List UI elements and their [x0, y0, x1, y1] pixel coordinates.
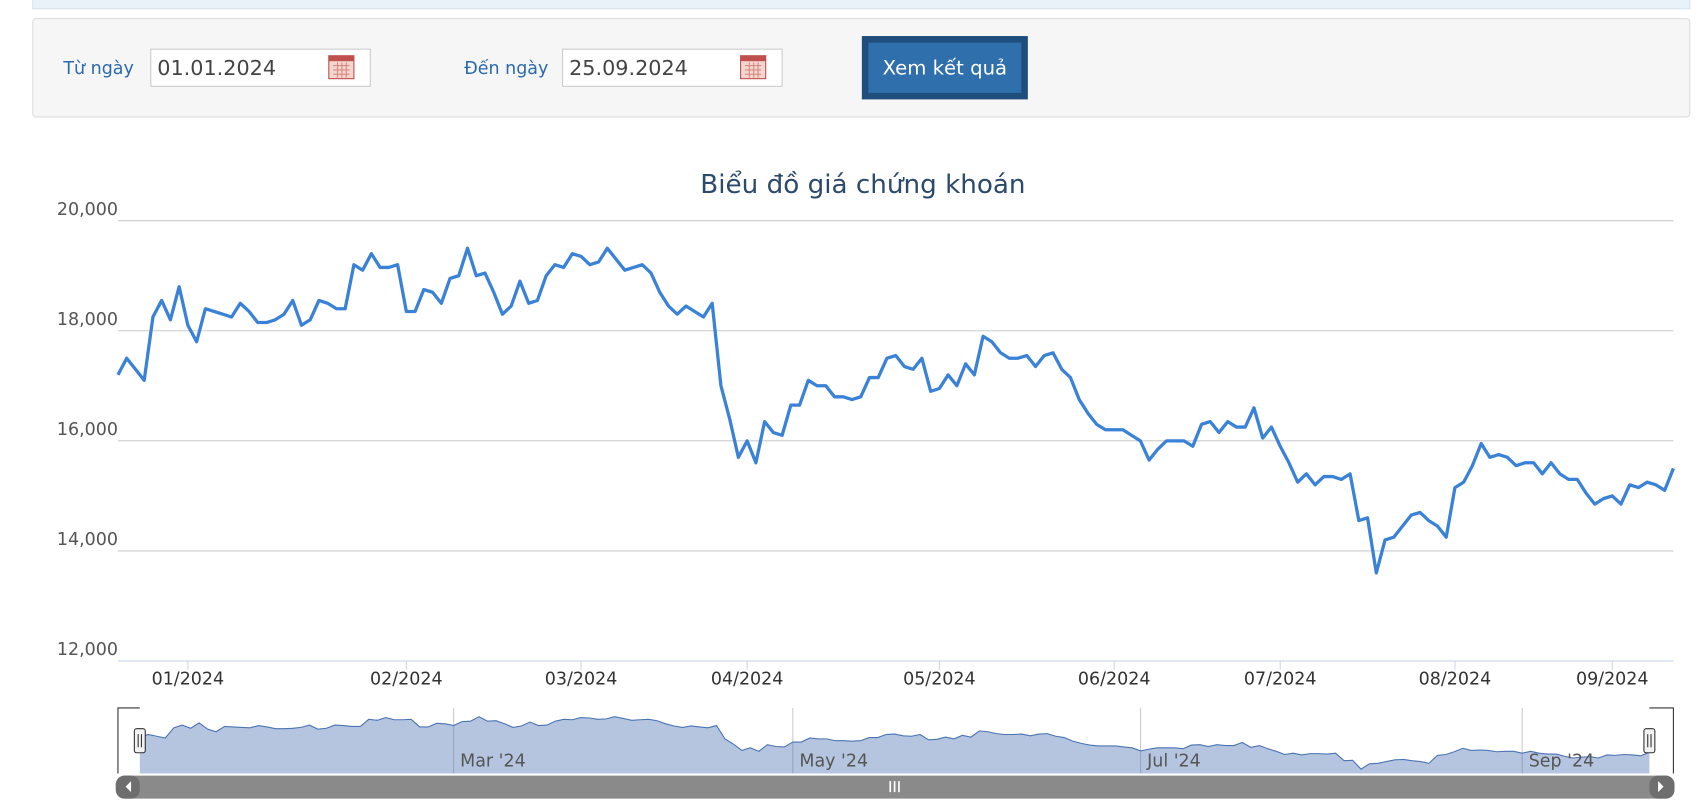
y-tick-label: 18,000 — [57, 310, 118, 330]
navigator-area — [139, 716, 1650, 774]
navigator-label: Mar '24 — [460, 751, 526, 771]
navigator-handle[interactable] — [133, 728, 146, 754]
calendar-icon[interactable] — [328, 55, 355, 80]
to-value: 25.09.2024 — [569, 56, 688, 80]
navigator-line — [139, 716, 1650, 770]
top-strip — [32, 0, 1691, 10]
navigator-label: Sep '24 — [1529, 751, 1595, 771]
y-tick-label: 16,000 — [57, 420, 118, 440]
x-tick-label: 03/2024 — [545, 670, 618, 690]
handle-grip — [137, 734, 142, 748]
x-tick-label: 04/2024 — [711, 670, 784, 690]
to-label: Đến ngày — [464, 58, 548, 79]
x-tick-label: 07/2024 — [1244, 670, 1317, 690]
navigator-frame — [117, 707, 1674, 774]
calendar-icon[interactable] — [740, 55, 767, 80]
submit-button-face — [868, 42, 1022, 93]
navigator-label: May '24 — [799, 751, 868, 771]
price-line — [116, 246, 1675, 575]
navigator-handle[interactable] — [1643, 728, 1656, 754]
navigator-label: Jul '24 — [1146, 751, 1201, 771]
navigator: Mar '24 May '24 Jul '24 Sep '24 — [117, 707, 1674, 774]
plot: 12,000 14,000 16,000 18,000 20,000 01/2024 02/… — [57, 200, 1675, 690]
y-tick-label: 12,000 — [57, 640, 118, 660]
y-tick-label: 14,000 — [57, 530, 118, 550]
from-value: 01.01.2024 — [157, 56, 276, 80]
x-tick-label: 08/2024 — [1419, 670, 1492, 690]
x-tick-label: 09/2024 — [1576, 670, 1649, 690]
y-tick-label: 20,000 — [57, 200, 118, 220]
handle-grip — [1647, 734, 1652, 748]
filter-panel — [32, 18, 1691, 118]
x-tick-label: 05/2024 — [903, 670, 976, 690]
from-label: Từ ngày — [62, 59, 133, 79]
submit-label: Xem kết quả — [883, 56, 1007, 79]
scrollbar[interactable] — [115, 775, 1675, 799]
x-tick-label: 02/2024 — [370, 670, 443, 690]
x-tick-label: 06/2024 — [1078, 670, 1151, 690]
chart-title: Biểu đồ giá chứng khoán — [700, 169, 1025, 200]
x-tick-label: 01/2024 — [152, 670, 225, 690]
